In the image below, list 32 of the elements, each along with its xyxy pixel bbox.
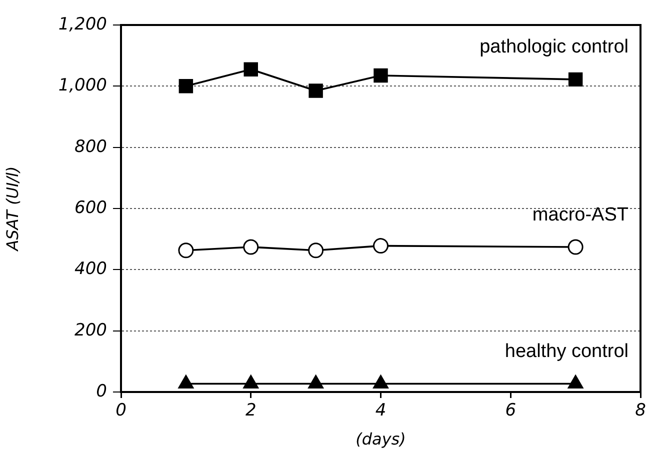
point [243, 374, 259, 388]
y-axis-title: ASAT (UI/l) [2, 166, 22, 252]
x-tick-label: 8 [635, 400, 646, 421]
point [178, 79, 194, 94]
point [308, 242, 324, 258]
y-tick-label: 0 [96, 381, 107, 402]
point [308, 84, 323, 98]
point [308, 374, 324, 388]
point [244, 62, 258, 76]
point [373, 374, 388, 388]
y-tick-label: 800 [74, 136, 107, 157]
point [568, 239, 584, 255]
y-tick-label: 1,200 [58, 14, 107, 34]
y-tick-label: 1,000 [58, 76, 107, 96]
series-label: healthy control [504, 340, 628, 362]
y-tick-label: 400 [74, 259, 107, 280]
x-tick-label: 4 [375, 400, 386, 421]
series-label: macro-AST [532, 204, 629, 226]
point [178, 374, 194, 388]
point [178, 242, 194, 258]
x-tick-label: 0 [116, 400, 126, 421]
point [374, 68, 388, 83]
point [373, 238, 388, 254]
point [568, 72, 583, 87]
y-tick-label: 600 [74, 198, 107, 218]
point [243, 239, 259, 255]
x-tick-label: 6 [505, 400, 516, 421]
y-tick-label: 200 [74, 320, 107, 340]
series-label: pathologic control [480, 36, 628, 58]
point [568, 374, 584, 388]
x-tick-label: 2 [245, 400, 256, 421]
x-axis-title: (days) [356, 430, 406, 449]
